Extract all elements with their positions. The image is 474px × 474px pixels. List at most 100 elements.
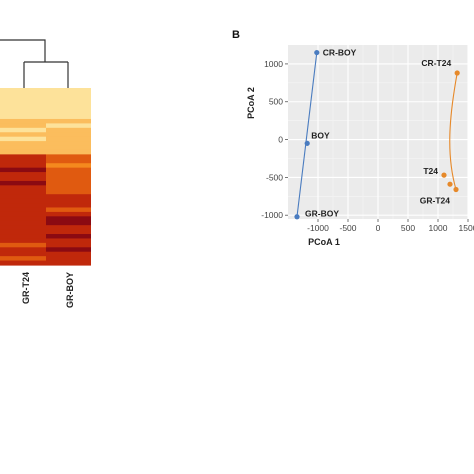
- point-label: GR-BOY: [305, 209, 339, 219]
- heatmap-cell: [0, 101, 46, 107]
- data-point: [294, 214, 300, 220]
- data-point: [314, 49, 320, 56]
- heatmap-cell: [0, 167, 46, 173]
- heatmap-cell: [0, 180, 46, 186]
- heatmap-cell: [46, 141, 91, 147]
- heatmap-cell: [46, 216, 91, 222]
- y-tick-label: 0: [278, 135, 283, 145]
- heatmap-cell: [0, 132, 46, 138]
- heatmap-cell: [46, 110, 91, 116]
- heatmap-cell: [0, 198, 46, 204]
- heatmap-cell: [0, 158, 46, 164]
- heatmap-panel: GR-T24 GR-BOY: [0, 0, 230, 340]
- heatmap-cell: [0, 105, 46, 111]
- data-point: [447, 181, 453, 187]
- heatmap-cell: [0, 256, 46, 262]
- heatmap-cell: [46, 211, 91, 217]
- heatmap-cell: [46, 158, 91, 164]
- series-connector: [449, 72, 458, 190]
- heatmap-cell: [46, 127, 91, 133]
- heatmap-cell: [46, 167, 91, 173]
- heatmap-cell: [46, 118, 91, 124]
- heatmap-cell: [0, 216, 46, 222]
- heatmap-cell: [46, 185, 91, 191]
- x-axis-title: PCoA 1: [308, 237, 340, 247]
- heatmap-cell: [0, 110, 46, 116]
- heatmap-cell: [0, 176, 46, 182]
- heatmap-cell: [0, 238, 46, 244]
- heatmap-cell: [46, 251, 91, 257]
- panel-label-b: B: [232, 29, 240, 41]
- heatmap-cell: [46, 234, 91, 240]
- pcoa-scatter-plot: -1000 -500 0 500 1000 1500 1000 500 0 -500 -1000 PC…: [246, 45, 474, 247]
- heatmap-cell: [46, 247, 91, 253]
- heatmap-cell: [46, 229, 91, 235]
- y-axis-title: PCoA 2: [246, 87, 256, 119]
- heatmap-cell: [0, 229, 46, 235]
- heatmap-cell: [46, 256, 91, 262]
- heatmap-cell: [46, 114, 91, 120]
- point-label: CR-BOY: [323, 48, 357, 58]
- point-label: T24: [423, 166, 438, 176]
- data-point: [304, 140, 310, 146]
- heatmap-cell: [0, 96, 46, 102]
- heatmap-cell: [0, 260, 46, 266]
- x-tick-label: 1500: [459, 223, 474, 233]
- heatmap-cell: [46, 132, 91, 138]
- heatmap-cell: [0, 149, 46, 155]
- pcoa-panel: B -1000-50005001000150010005000-500-1000…: [230, 25, 474, 265]
- heatmap-figure: GR-T24 GR-BOY: [0, 39, 91, 308]
- heatmap-cell: [0, 225, 46, 231]
- heatmap-cell: [46, 176, 91, 182]
- heatmap-cell: [46, 163, 91, 169]
- heatmap-cell: [0, 207, 46, 213]
- heatmap-cell: [0, 234, 46, 240]
- heatmap-cell: [46, 225, 91, 231]
- heatmap-cell: [0, 123, 46, 129]
- x-tick-label: -1000: [307, 223, 329, 233]
- heatmap-cell: [0, 251, 46, 257]
- heatmap-cell: [0, 88, 46, 94]
- heatmap-cell: [0, 203, 46, 209]
- y-tick-label: -500: [266, 172, 283, 182]
- x-tick-label: 0: [376, 223, 381, 233]
- heatmap-column-label: GR-T24: [21, 272, 31, 304]
- heatmap-cell: [0, 163, 46, 169]
- y-tick-label: 500: [269, 97, 283, 107]
- heatmap-cell: [46, 242, 91, 248]
- heatmap-cell: [0, 189, 46, 195]
- heatmap-cell: [0, 145, 46, 151]
- point-label: BOY: [311, 130, 330, 140]
- x-tick-label: -500: [339, 223, 356, 233]
- heatmap-cell: [0, 172, 46, 178]
- heatmap-cell: [46, 149, 91, 155]
- heatmap-cell: [46, 145, 91, 151]
- heatmap-cell: [0, 114, 46, 120]
- heatmap-cell: [46, 172, 91, 178]
- heatmap-cell: [0, 211, 46, 217]
- heatmap-cell: [46, 198, 91, 204]
- heatmap-cell: [46, 220, 91, 226]
- heatmap-cell: [46, 180, 91, 186]
- y-tick-label: 1000: [264, 59, 283, 69]
- heatmap-cell: [46, 207, 91, 213]
- point-label: CR-T24: [421, 58, 451, 68]
- heatmap-cell: [46, 189, 91, 195]
- heatmap-cell: [46, 238, 91, 244]
- heatmap-cell: [0, 242, 46, 248]
- heatmap-cell: [0, 247, 46, 253]
- data-point: [441, 172, 447, 178]
- data-point: [453, 186, 459, 193]
- heatmap-cell: [0, 154, 46, 160]
- heatmap-cell: [46, 92, 91, 98]
- heatmap-cell: [0, 92, 46, 98]
- dendrogram-branch: [0, 39, 46, 62]
- heatmap-cell: [46, 154, 91, 160]
- heatmap-cell: [0, 185, 46, 191]
- heatmap-cell: [46, 123, 91, 129]
- heatmap-cell: [0, 127, 46, 133]
- series-connector: [296, 52, 318, 217]
- heatmap-cell: [0, 194, 46, 200]
- heatmap-cell: [0, 136, 46, 142]
- heatmap-cell: [46, 101, 91, 107]
